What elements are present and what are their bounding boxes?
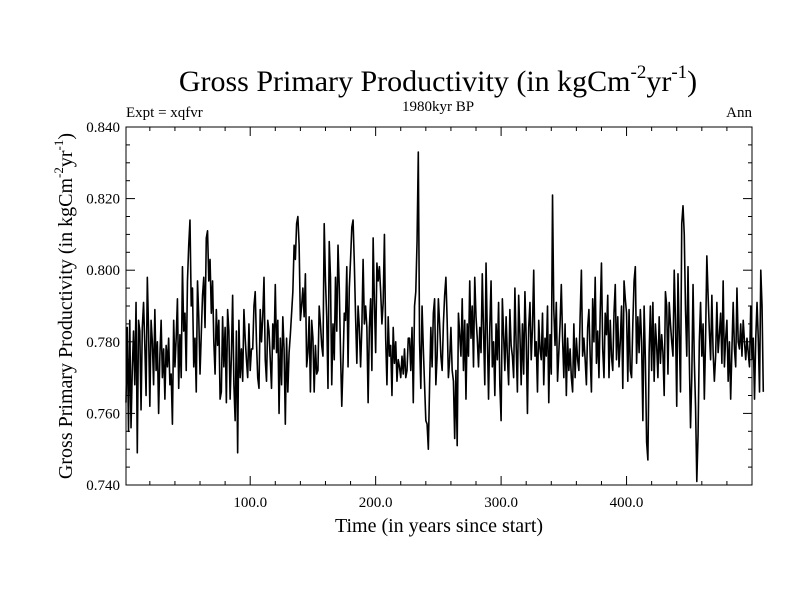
experiment-label: Expt = xqfvr [126, 105, 203, 121]
ylabel-end: ) [55, 133, 77, 140]
y-tick-label: 0.820 [86, 192, 120, 208]
ylabel-main: Gross Primary Productivity (in kgCm [55, 178, 77, 480]
chart-subtitle: 1980kyr BP [402, 99, 474, 115]
season-label: Ann [726, 105, 752, 121]
ylabel-exponent-2: -1 [51, 140, 66, 151]
title-exponent-2: -1 [671, 62, 687, 83]
title-end: ) [687, 65, 697, 98]
ylabel-exponent-1: -2 [51, 167, 66, 178]
x-axis-label: Time (in years since start) [335, 515, 543, 537]
y-tick-label: 0.760 [86, 406, 120, 422]
y-tick-label: 0.780 [86, 335, 120, 351]
y-tick-label: 0.840 [86, 120, 120, 136]
title-main: Gross Primary Productivity (in kgCm [179, 65, 631, 98]
ylabel-mid: yr [55, 150, 77, 167]
title-exponent-1: -2 [631, 62, 647, 83]
x-tick-label: 300.0 [484, 495, 518, 511]
x-tick-label: 400.0 [610, 495, 644, 511]
y-axis-label: Gross Primary Productivity (in kgCm-2yr-… [51, 133, 77, 479]
x-tick-label: 200.0 [359, 495, 393, 511]
title-mid: yr [646, 65, 671, 98]
y-axis-ticks: 0.740 0.760 0.780 0.800 0.820 0.840 [86, 120, 752, 494]
chart-title: Gross Primary Productivity (in kgCm-2yr-… [179, 62, 697, 98]
y-tick-label: 0.800 [86, 263, 120, 279]
gpp-series-line [125, 151, 765, 483]
x-tick-label: 100.0 [233, 495, 267, 511]
y-tick-label: 0.740 [86, 478, 120, 494]
x-axis-ticks: 100.0 200.0 300.0 400.0 [149, 127, 728, 511]
